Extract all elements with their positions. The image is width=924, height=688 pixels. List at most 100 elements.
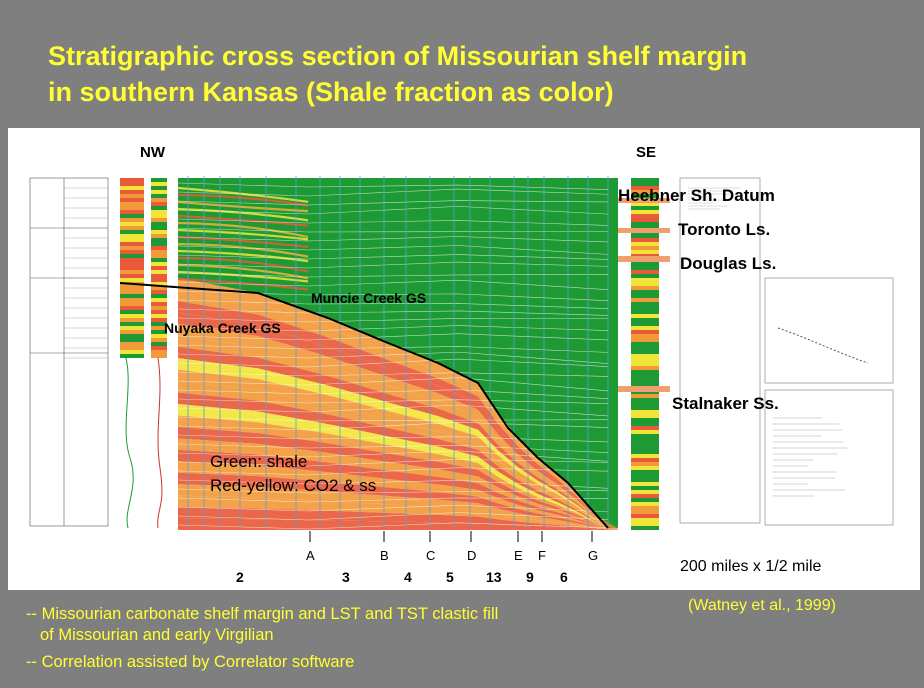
resistivity-curve: [157, 357, 163, 529]
correlation-line: [177, 371, 609, 377]
log-cell: [120, 310, 144, 314]
log-cell: [151, 210, 167, 214]
well-letter-a: A: [306, 548, 315, 563]
well-number-2: 2: [236, 569, 244, 585]
correlation-line: [177, 279, 609, 290]
log-cell: [631, 186, 659, 190]
log-cell: [631, 270, 659, 274]
log-cell: [120, 270, 144, 274]
right-inset-panels: [679, 177, 894, 526]
log-cell: [120, 338, 144, 342]
upper-streak: [177, 200, 309, 213]
log-cell: [631, 242, 659, 246]
log-cell: [120, 178, 144, 182]
log-cell: [631, 338, 659, 342]
carbonate-band: [178, 495, 618, 530]
inset-scatter: [777, 327, 869, 364]
log-cell: [631, 206, 659, 210]
log-cell: [631, 314, 659, 318]
log-cell: [631, 358, 659, 362]
log-cell: [120, 314, 144, 318]
log-cell: [151, 350, 167, 354]
upper-streak: [177, 270, 309, 283]
log-cell: [631, 214, 659, 218]
well-logs-left: [120, 178, 167, 529]
correlation-line: [177, 218, 609, 226]
log-cell: [631, 246, 659, 250]
well-letter-d: D: [467, 548, 477, 563]
log-cell: [631, 378, 659, 382]
log-cell: [151, 310, 167, 314]
log-cell: [631, 202, 659, 206]
correlation-line: [177, 497, 609, 503]
correlation-body: [119, 176, 618, 539]
log-cell: [631, 398, 659, 402]
log-cell: [631, 362, 659, 366]
log-cell: [151, 262, 167, 266]
carbonate-band: [178, 449, 618, 530]
correlation-line: [177, 308, 609, 316]
log-cell: [120, 286, 144, 290]
log-cell: [151, 226, 167, 230]
log-cell: [151, 330, 167, 334]
correlation-line: [177, 421, 609, 431]
log-cell: [631, 462, 659, 466]
log-cell: [631, 318, 659, 322]
carbonate-band: [178, 472, 618, 530]
well-number-6: 6: [560, 569, 568, 585]
log-cell: [631, 426, 659, 430]
well-letter-c: C: [426, 548, 436, 563]
correlation-line: [177, 261, 609, 269]
nuyaka-creek-gs-label: Nuyaka Creek GS: [164, 320, 281, 336]
log-cell: [631, 502, 659, 506]
correlation-line: [177, 245, 609, 255]
stalnaker-marker: [618, 386, 670, 392]
heebner-datum-label: Heebner Sh. Datum: [618, 186, 775, 205]
log-cell: [151, 302, 167, 306]
correlation-line: [177, 512, 609, 521]
log-cell: [151, 298, 167, 302]
log-cell: [120, 306, 144, 310]
log-cell: [120, 334, 144, 338]
correlation-line: [177, 200, 609, 206]
log-cell: [631, 290, 659, 294]
correlation-line: [177, 522, 609, 530]
upper-streak: [177, 221, 309, 238]
correlation-line: [177, 236, 609, 243]
scale-note: 200 miles x 1/2 mile: [680, 558, 822, 575]
log-cell: [151, 242, 167, 246]
upper-streak: [177, 242, 309, 258]
stalnaker-ss-label: Stalnaker Ss.: [672, 394, 779, 413]
log-cell: [120, 186, 144, 190]
correlation-line: [177, 459, 609, 467]
well-logs-right: [618, 178, 670, 530]
log-cell: [151, 318, 167, 322]
gamma-curve: [125, 357, 134, 529]
log-cell: [151, 218, 167, 222]
log-cell: [631, 486, 659, 490]
log-cell: [631, 326, 659, 330]
legend-carbonate: Red-yellow: CO2 & ss: [210, 476, 377, 495]
log-cell: [631, 302, 659, 306]
log-cell: [120, 346, 144, 350]
log-cell: [151, 178, 167, 182]
log-cell: [631, 446, 659, 450]
log-cell: [631, 286, 659, 290]
correlation-line: [177, 325, 609, 332]
log-cell: [120, 298, 144, 302]
log-cell: [151, 266, 167, 270]
log-cell: [631, 334, 659, 338]
log-cell: [151, 354, 167, 358]
log-cell: [151, 338, 167, 342]
upper-streak: [177, 235, 309, 249]
correlation-line: [177, 389, 609, 400]
log-cell: [631, 182, 659, 186]
log-cell: [631, 490, 659, 494]
log-cell: [631, 466, 659, 470]
log-cell: [151, 258, 167, 262]
correlation-line: [177, 188, 609, 197]
correlation-line: [177, 272, 609, 278]
log-cell: [631, 402, 659, 406]
log-cell: [631, 238, 659, 242]
log-cell: [151, 246, 167, 250]
